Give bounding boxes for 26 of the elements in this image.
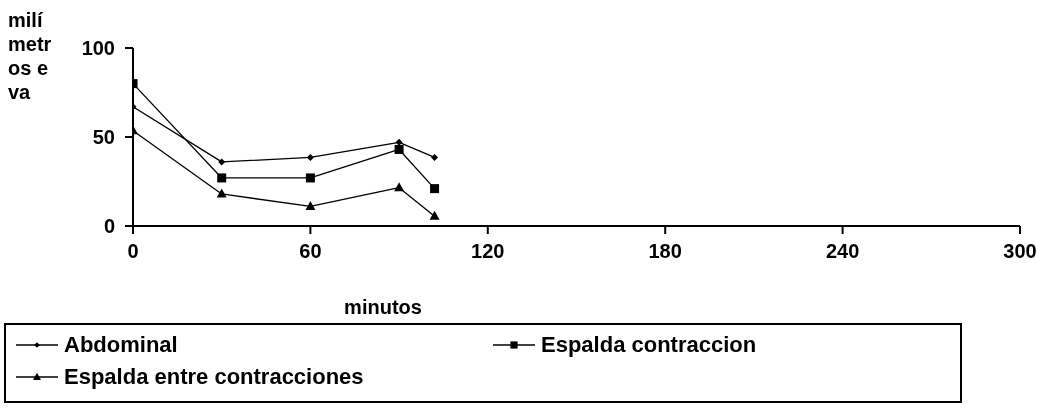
point bbox=[305, 173, 315, 183]
point bbox=[394, 182, 405, 192]
point bbox=[429, 210, 440, 220]
legend-label: Espalda entre contracciones bbox=[64, 364, 364, 390]
legend-label: Abdominal bbox=[64, 332, 178, 358]
y-tick-label: 50 bbox=[92, 126, 115, 149]
point bbox=[430, 184, 440, 194]
point bbox=[395, 138, 403, 146]
y-tick-label: 100 bbox=[81, 37, 115, 60]
y-tick-label: 0 bbox=[103, 215, 115, 238]
x-axis-title: minutos bbox=[343, 296, 423, 319]
x-tick-label: 180 bbox=[648, 240, 682, 263]
point bbox=[218, 158, 226, 166]
point bbox=[217, 173, 227, 183]
x-tick-label: 300 bbox=[1003, 240, 1037, 263]
x-tick-label: 240 bbox=[825, 240, 860, 263]
legend-label: Espalda contraccion bbox=[541, 332, 757, 358]
point bbox=[216, 188, 227, 198]
y-axis-title: milímetros eva bbox=[8, 8, 52, 105]
x-tick-label: 60 bbox=[299, 240, 322, 263]
point bbox=[306, 153, 314, 161]
point bbox=[394, 144, 404, 154]
point bbox=[305, 201, 316, 211]
x-tick-label: 0 bbox=[127, 240, 139, 263]
x-tick-label: 120 bbox=[471, 240, 505, 263]
point bbox=[431, 153, 439, 161]
